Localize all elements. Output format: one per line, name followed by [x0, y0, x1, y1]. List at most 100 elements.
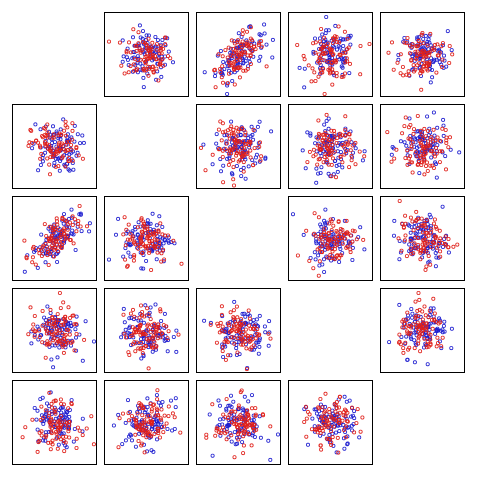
- data-point-series-2: [199, 145, 204, 150]
- data-point-series-2: [421, 328, 426, 333]
- data-point-series-2: [421, 155, 426, 160]
- data-point-series-2: [43, 408, 48, 413]
- data-point-series-1: [349, 140, 354, 145]
- data-point-series-2: [46, 321, 51, 326]
- data-point-series-2: [391, 67, 396, 72]
- data-point-series-2: [39, 433, 44, 438]
- data-point-series-1: [412, 144, 417, 149]
- data-point-series-1: [324, 118, 329, 123]
- data-point-series-2: [42, 140, 47, 145]
- data-point-series-1: [162, 338, 167, 343]
- data-point-series-2: [232, 67, 237, 72]
- data-point-series-2: [217, 430, 222, 435]
- data-point-series-1: [410, 54, 415, 59]
- data-point-series-1: [35, 265, 40, 270]
- data-point-series-1: [314, 241, 319, 246]
- data-point-series-2: [245, 408, 250, 413]
- data-point-series-2: [236, 38, 241, 43]
- data-point-series-2: [75, 425, 80, 430]
- data-point-series-2: [27, 140, 32, 145]
- data-point-series-2: [410, 170, 415, 175]
- data-point-series-2: [232, 419, 237, 424]
- data-point-series-1: [248, 134, 253, 139]
- data-point-series-1: [162, 237, 167, 242]
- data-point-series-2: [439, 344, 444, 349]
- data-point-series-2: [152, 340, 157, 345]
- data-point-series-1: [74, 335, 79, 340]
- data-point-series-2: [389, 40, 394, 45]
- data-point-series-2: [360, 415, 365, 420]
- data-point-series-1: [220, 342, 225, 347]
- data-point-series-2: [52, 226, 57, 231]
- data-point-series-2: [223, 357, 228, 362]
- data-point-series-2: [424, 326, 429, 331]
- data-point-series-2: [334, 254, 339, 259]
- data-point-series-1: [53, 231, 58, 236]
- data-point-series-1: [141, 85, 146, 90]
- data-point-series-2: [455, 242, 460, 247]
- data-point-series-2: [320, 250, 325, 255]
- data-point-series-2: [248, 54, 253, 59]
- data-point-series-1: [404, 143, 409, 148]
- data-point-series-2: [61, 239, 66, 244]
- data-point-series-1: [240, 311, 245, 316]
- data-point-series-2: [340, 160, 345, 165]
- data-point-series-2: [236, 327, 241, 332]
- data-point-series-1: [297, 65, 302, 70]
- data-point-series-2: [321, 421, 326, 426]
- data-point-series-2: [135, 225, 140, 230]
- data-point-series-1: [156, 422, 161, 427]
- data-point-series-1: [308, 131, 313, 136]
- data-point-series-2: [428, 337, 433, 342]
- data-point-series-1: [144, 33, 149, 38]
- data-point-series-2: [320, 239, 325, 244]
- data-point-series-1: [162, 311, 167, 316]
- data-point-series-2: [347, 131, 352, 136]
- data-point-series-2: [319, 447, 324, 452]
- data-point-series-2: [220, 130, 225, 135]
- data-point-series-1: [166, 235, 171, 240]
- data-point-series-1: [252, 435, 257, 440]
- data-point-series-1: [449, 48, 454, 53]
- data-point-series-1: [350, 428, 355, 433]
- data-point-series-2: [422, 126, 427, 131]
- data-point-series-2: [132, 56, 137, 61]
- data-point-series-2: [418, 257, 423, 262]
- data-point-series-1: [128, 432, 133, 437]
- data-point-series-1: [55, 156, 60, 161]
- data-point-series-2: [408, 215, 413, 220]
- data-point-series-2: [38, 418, 43, 423]
- data-point-series-2: [71, 313, 76, 318]
- data-point-series-1: [242, 311, 247, 316]
- data-point-series-2: [231, 165, 236, 170]
- data-point-series-1: [135, 54, 140, 59]
- data-point-series-2: [147, 66, 152, 71]
- data-point-series-2: [312, 70, 317, 75]
- data-point-series-2: [321, 142, 326, 147]
- data-point-series-2: [53, 411, 58, 416]
- data-point-series-2: [247, 323, 252, 328]
- data-point-series-2: [44, 342, 49, 347]
- data-point-series-2: [59, 423, 64, 428]
- data-point-series-2: [57, 291, 62, 296]
- data-point-series-2: [126, 40, 131, 45]
- data-point-series-2: [251, 127, 256, 132]
- data-point-series-2: [367, 41, 372, 46]
- data-point-series-2: [438, 320, 443, 325]
- data-point-series-1: [30, 146, 35, 151]
- data-point-series-2: [146, 430, 151, 435]
- data-point-series-2: [334, 74, 339, 79]
- data-point-series-1: [155, 437, 160, 442]
- data-point-series-2: [234, 134, 239, 139]
- data-point-series-2: [148, 401, 153, 406]
- data-point-series-1: [35, 408, 40, 413]
- data-point-series-1: [123, 420, 128, 425]
- data-point-series-1: [66, 321, 71, 326]
- data-point-series-2: [228, 159, 233, 164]
- data-point-series-2: [131, 27, 136, 32]
- data-point-series-2: [217, 147, 222, 152]
- data-point-series-2: [58, 437, 63, 442]
- data-point-series-1: [334, 430, 339, 435]
- data-point-series-2: [424, 66, 429, 71]
- data-point-series-2: [268, 336, 273, 341]
